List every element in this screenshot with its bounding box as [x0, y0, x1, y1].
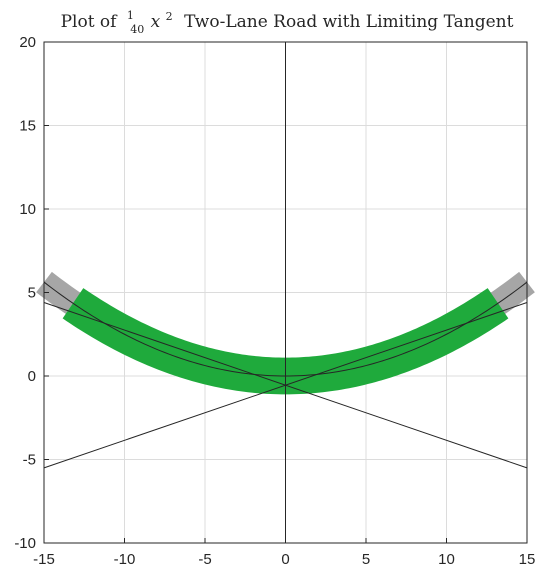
- y-tick-label: 20: [19, 34, 36, 51]
- axis-layer: [43, 41, 528, 544]
- title-suffix: Two-Lane Road with Limiting Tangent: [184, 12, 514, 32]
- title-prefix: Plot of: [61, 12, 119, 32]
- y-tick-label: -10: [14, 535, 36, 552]
- x-tick-label: 15: [519, 551, 536, 568]
- y-tick-label: 10: [19, 201, 36, 218]
- x-tick-label: 0: [281, 551, 289, 568]
- title-frac-num: 1: [127, 9, 134, 22]
- x-tick-label: -5: [198, 551, 211, 568]
- x-tick-label: -15: [33, 551, 55, 568]
- y-tick-label: -5: [23, 452, 36, 469]
- chart-title: Plot of 1 40 x 2 Two-Lane Road with Limi…: [61, 4, 514, 38]
- y-tick-label: 15: [19, 118, 36, 135]
- title-frac-den: 40: [130, 23, 144, 36]
- x-tick-label: 5: [362, 551, 370, 568]
- x-tick-label: 10: [438, 551, 455, 568]
- title-exp: 2: [166, 10, 173, 23]
- title-var: x: [151, 12, 161, 32]
- y-tick-label: 0: [28, 368, 36, 385]
- y-tick-label: 5: [28, 285, 36, 302]
- x-tick-label: -10: [114, 551, 136, 568]
